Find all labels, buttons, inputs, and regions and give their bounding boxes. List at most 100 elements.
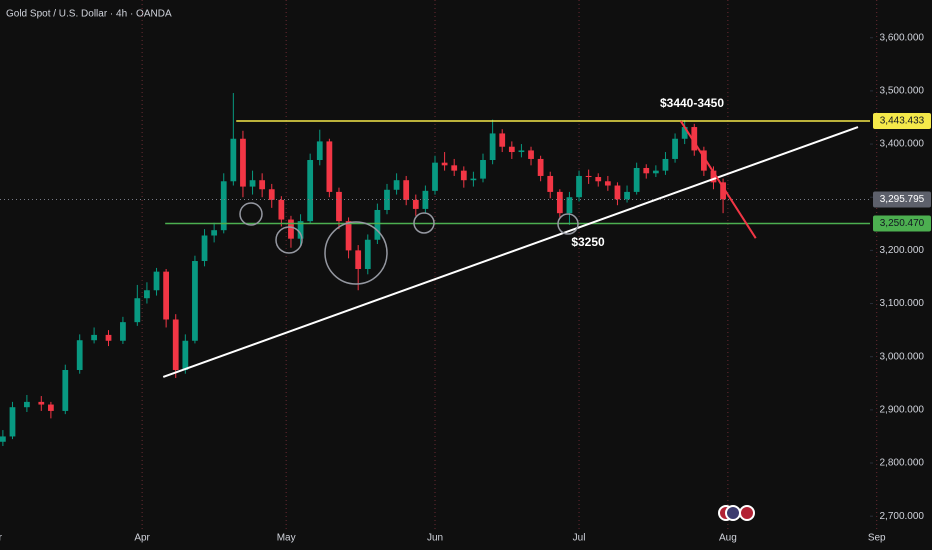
candle-body (614, 185, 621, 200)
y-tick-label: 3,200.000 (880, 245, 925, 256)
candle-body (211, 230, 218, 236)
x-tick-label: Mar (0, 533, 3, 544)
candle-body (393, 180, 400, 190)
candle-body (470, 178, 477, 181)
candle-body (38, 401, 45, 405)
candle-body (240, 138, 246, 187)
candle-body (120, 322, 126, 341)
candle-body (624, 191, 630, 200)
x-tick-label: Aug (719, 533, 737, 544)
plot (0, 0, 878, 530)
candle-body (499, 133, 506, 147)
candle-body (316, 141, 323, 161)
candle-body (422, 190, 429, 209)
x-tick-label: Sep (868, 533, 886, 544)
candle-body (508, 146, 515, 153)
candle-body (700, 150, 707, 171)
candle-body (412, 199, 419, 209)
candle-body (633, 167, 640, 192)
price-label-box (873, 112, 931, 129)
candle-body (384, 189, 390, 210)
candle-body (182, 340, 189, 370)
candle-body (537, 158, 544, 176)
candle-body (192, 261, 198, 341)
candle-body (201, 235, 208, 262)
candle-body (556, 191, 563, 214)
chart-title: Gold Spot / U.S. Dollar · 4h · OANDA (6, 9, 172, 20)
candle-body (720, 182, 726, 200)
annotation: $3440-3450 (660, 96, 724, 110)
price-label: 3,295.795 (880, 194, 925, 205)
y-tick-label: 3,100.000 (880, 298, 925, 309)
candle-body (297, 221, 304, 239)
x-tick-label: May (277, 533, 296, 544)
candle-body (566, 197, 573, 214)
candle-body (278, 199, 285, 220)
price-label: 3,250.470 (880, 218, 925, 229)
candle-body (144, 290, 150, 299)
candle-body (547, 175, 554, 192)
trend-line (679, 120, 757, 239)
candle-body (595, 177, 602, 182)
price-label: 3,443.433 (880, 116, 925, 127)
x-tick-label: Jul (573, 533, 586, 544)
candle-body (220, 181, 227, 231)
trend-line (162, 126, 859, 378)
candle-body (432, 162, 438, 191)
candle-body (163, 271, 170, 320)
candle-body (259, 180, 266, 190)
candle-body (153, 271, 160, 291)
candle-body (518, 150, 525, 153)
candle-body (604, 181, 611, 186)
candle-body (710, 170, 717, 183)
candle-body (576, 175, 582, 198)
candle-body (105, 334, 112, 341)
candle-body (662, 158, 669, 171)
candle-body (9, 407, 16, 437)
y-tick-label: 2,900.000 (880, 405, 925, 416)
annotation: $3250 (571, 235, 605, 249)
candle-body (230, 138, 237, 182)
candle-body (374, 209, 381, 240)
candle-body (364, 239, 371, 269)
x-tick-label: Apr (134, 533, 150, 544)
price-label-box (873, 191, 931, 208)
circle (239, 202, 263, 226)
candle-body (672, 138, 678, 159)
candle-body (643, 167, 650, 174)
candle-body (355, 250, 362, 269)
y-tick-label: 3,000.000 (880, 351, 925, 362)
event-icon[interactable] (725, 505, 741, 521)
highlight-circles (239, 202, 579, 285)
candle-body (336, 191, 342, 222)
event-icon[interactable] (739, 505, 755, 521)
y-tick-label: 3,600.000 (880, 32, 925, 43)
circle (324, 221, 388, 285)
candle-body (249, 180, 256, 187)
candle-body (460, 170, 467, 181)
circle (275, 226, 303, 254)
candle-body (691, 127, 698, 151)
x-tick-label: Jun (427, 533, 443, 544)
y-tick-label: 3,400.000 (880, 139, 925, 150)
candle-body (345, 221, 352, 251)
candle-body (585, 175, 592, 178)
candle-body (268, 189, 275, 200)
candle-body (489, 133, 496, 161)
candle-body (441, 162, 448, 166)
candle-body (528, 150, 534, 159)
candle-body (480, 160, 486, 179)
candle-body (0, 436, 6, 442)
candle-body (24, 401, 30, 408)
candle-body (62, 369, 69, 411)
circle (413, 212, 435, 234)
candle-body (307, 160, 314, 222)
candle-body (403, 180, 410, 200)
candle-body (76, 340, 83, 370)
candle-body (451, 165, 458, 171)
circle (557, 213, 579, 235)
candle-body (288, 219, 294, 239)
y-tick-label: 2,700.000 (880, 511, 925, 522)
